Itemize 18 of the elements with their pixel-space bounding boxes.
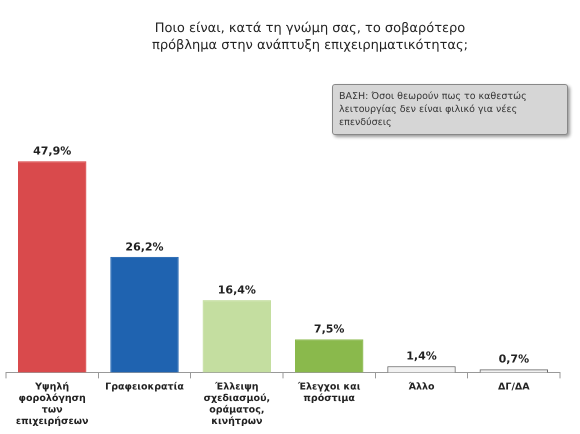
text: ΒΑΣΗ: Όσοι θεωρούν πως το καθεστώς λειτουργίας δεν είναι φιλικό για νέες επενδύσεις <box>332 84 568 135</box>
chart-title: Ποιο είναι, κατά τη γνώμη σας, το σοβαρότερο πρόβλημα στην ανάπτυξη επιχειρηματικότητας; <box>151 20 469 54</box>
data-label: 16,4% <box>218 283 256 296</box>
bar <box>295 339 364 372</box>
data-label: 7,5% <box>314 322 344 336</box>
x-tick-label: Έλλειψη σχεδιασμού, οράματος, κινήτρων <box>204 382 270 427</box>
bar <box>18 161 86 372</box>
x-tick-label: Γραφειοκρατία <box>105 382 184 393</box>
x-tick-label: ΔΓ/ΔΑ <box>498 382 530 393</box>
x-tick-label: Άλλο <box>408 382 436 393</box>
data-label: 26,2% <box>125 240 164 254</box>
x-tick-label: Έλεγχοι και πρόστιμα <box>296 382 361 404</box>
bar <box>202 300 271 372</box>
data-label: 47,9% <box>33 144 72 158</box>
data-label: 0,7% <box>498 352 530 366</box>
data-label: 1,4% <box>406 350 437 363</box>
x-tick-label: Υψηλή φορολόγηση των επιχειρήσεων <box>16 382 89 427</box>
bar <box>110 256 179 372</box>
